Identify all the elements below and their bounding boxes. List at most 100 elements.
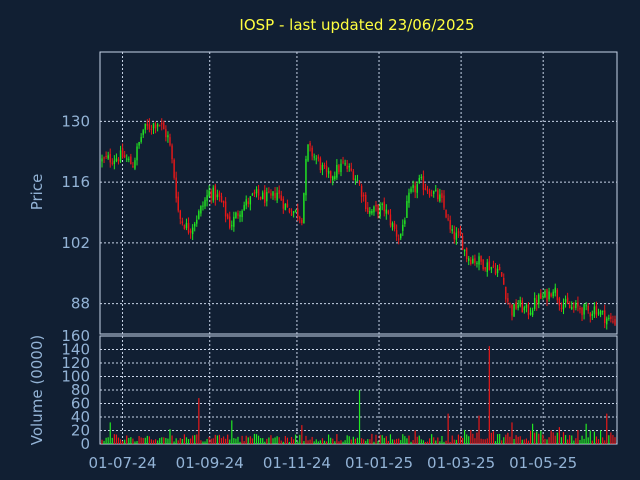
candle-body xyxy=(503,277,505,285)
candle-body xyxy=(418,177,420,183)
candle-body xyxy=(472,258,474,264)
candle-body xyxy=(272,191,274,196)
candle-body xyxy=(548,291,550,300)
candle-body xyxy=(313,156,315,158)
candle-body xyxy=(395,230,398,237)
candle-body xyxy=(533,297,536,309)
candle-body xyxy=(577,302,579,307)
candle-body xyxy=(573,306,575,308)
candle-body xyxy=(336,164,338,178)
candle-body xyxy=(540,293,542,299)
candle-body xyxy=(556,289,559,301)
candle-body xyxy=(154,124,157,129)
candle-body xyxy=(412,184,414,188)
candle-body xyxy=(286,203,289,208)
candle-body xyxy=(243,205,245,211)
candle-body xyxy=(492,265,495,268)
candle-body xyxy=(383,201,385,212)
candle-body xyxy=(377,204,379,215)
candle-body xyxy=(364,194,367,210)
candle-body xyxy=(274,193,276,199)
candle-body xyxy=(581,308,583,316)
candle-body xyxy=(196,219,198,224)
candle-body xyxy=(253,192,256,195)
candle-body xyxy=(430,195,433,197)
candle-body xyxy=(443,195,445,208)
candle-body xyxy=(255,189,258,194)
candle-body xyxy=(476,262,478,264)
candle-body xyxy=(280,195,282,201)
candle-body xyxy=(529,312,532,315)
candle-body xyxy=(348,166,350,168)
candle-body xyxy=(362,194,365,197)
candle-body xyxy=(152,123,155,129)
candle-body xyxy=(494,268,497,275)
candle-body xyxy=(148,124,151,130)
candle-body xyxy=(358,182,361,184)
candle-body xyxy=(595,305,598,316)
volume-panel: 01-07-24 01-09-24 01-11-24 01-01-25 01-03-25… xyxy=(61,327,618,472)
candle-body xyxy=(249,196,252,205)
candle-body xyxy=(134,160,136,169)
candle-body xyxy=(461,236,464,250)
candle-body xyxy=(606,318,608,325)
candle-body xyxy=(301,219,303,223)
candle-body xyxy=(130,156,132,165)
candle-body xyxy=(507,298,509,302)
candle-body xyxy=(568,304,571,308)
candle-body xyxy=(183,225,186,230)
candle-body xyxy=(264,189,266,203)
candle-body xyxy=(321,164,324,171)
candle-body xyxy=(128,158,130,160)
x-tick-label: 01-09-24 xyxy=(176,454,244,472)
candle-body xyxy=(482,259,484,270)
candle-body xyxy=(222,200,225,204)
candle-body xyxy=(101,158,103,162)
candle-body xyxy=(266,192,268,202)
candle-body xyxy=(575,302,577,309)
candle-body xyxy=(251,194,254,196)
candle-body xyxy=(544,290,546,298)
candle-body xyxy=(290,213,293,216)
candle-body xyxy=(115,158,118,162)
candle-body xyxy=(474,258,476,263)
candle-body xyxy=(420,176,423,178)
candle-body xyxy=(299,217,301,219)
candle-body xyxy=(375,204,377,207)
candle-body xyxy=(410,188,412,192)
candle-body xyxy=(284,203,287,210)
candle-body xyxy=(340,163,342,173)
candle-body xyxy=(554,287,556,293)
candle-body xyxy=(519,300,521,306)
candle-body xyxy=(402,224,404,231)
candle-body xyxy=(465,248,468,260)
candle-body xyxy=(352,171,355,180)
candle-body xyxy=(422,176,425,190)
candle-body xyxy=(601,310,604,312)
candle-body xyxy=(229,216,231,228)
candle-body xyxy=(103,157,105,159)
candle-body xyxy=(305,158,307,196)
candle-body xyxy=(558,298,561,306)
candle-body xyxy=(400,233,402,239)
candle-body xyxy=(391,223,394,227)
candle-body xyxy=(585,305,587,307)
candle-body xyxy=(107,155,109,159)
candle-body xyxy=(523,307,526,311)
candle-body xyxy=(583,304,585,315)
candle-body xyxy=(356,179,359,182)
candle-body xyxy=(371,210,373,214)
candle-body xyxy=(346,165,348,169)
candle-body xyxy=(121,148,124,158)
candle-body xyxy=(167,135,169,138)
price-axis-label: Price xyxy=(28,174,46,211)
candle-body xyxy=(480,255,482,262)
candle-body xyxy=(470,259,472,265)
candle-body xyxy=(138,141,140,146)
candle-body xyxy=(119,150,122,162)
x-tick-label: 01-01-25 xyxy=(345,454,413,472)
candle-body xyxy=(208,190,210,196)
candle-body xyxy=(261,192,264,200)
candle-body xyxy=(175,177,177,199)
candle-body xyxy=(140,137,142,142)
